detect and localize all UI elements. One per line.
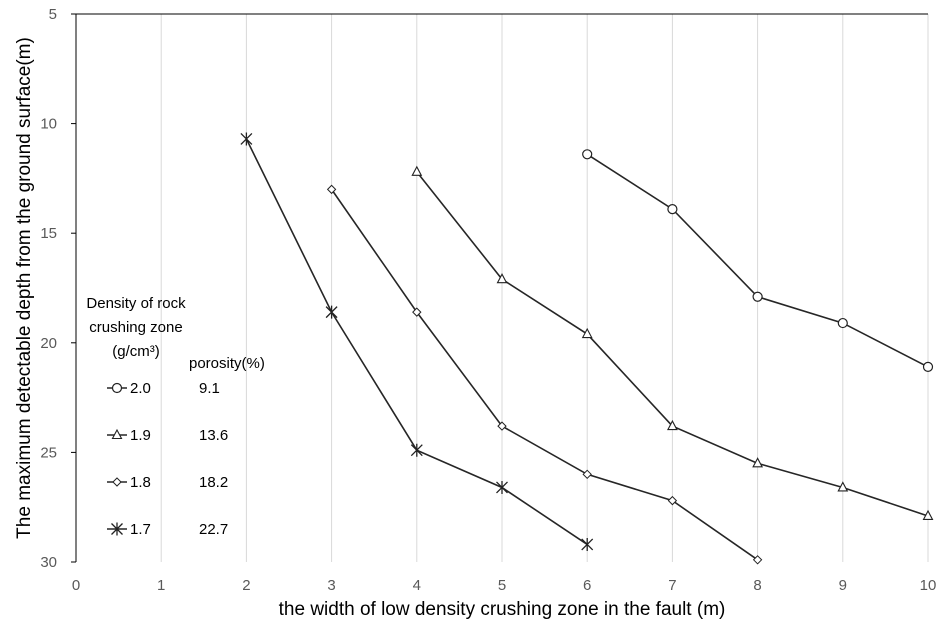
y-tick-label: 15 (40, 225, 57, 242)
point-marker (497, 421, 507, 431)
series-line-1.8 (330, 188, 759, 561)
point-marker (582, 149, 593, 160)
x-tick-label: 2 (242, 577, 250, 594)
point-marker (496, 273, 508, 284)
series-2.0 (582, 149, 934, 373)
point-marker (922, 361, 934, 373)
point-marker (582, 469, 592, 480)
point-marker (837, 481, 849, 492)
point-marker (240, 132, 253, 146)
x-tick-label: 6 (583, 577, 591, 594)
x-tick-label: 3 (327, 577, 335, 594)
point-marker (111, 382, 123, 394)
legend-label: 2.0 (130, 380, 151, 397)
legend-title-line-1: Density of rock (86, 295, 186, 312)
legend-label: 1.9 (130, 427, 151, 444)
point-marker (410, 443, 423, 457)
x-tick-label: 4 (413, 577, 421, 594)
series-1.9 (411, 165, 934, 521)
y-tick-label: 20 (40, 335, 57, 352)
legend: Density of rock crushing zone (g/cm³) po… (86, 295, 264, 538)
point-marker (581, 537, 594, 551)
point-marker (752, 457, 764, 468)
vertical-gridlines (160, 14, 929, 562)
legend-item-1.9: 1.9 13.6 (107, 427, 228, 444)
point-marker (667, 495, 678, 506)
point-marker (837, 317, 848, 329)
legend-porosity: 9.1 (199, 380, 220, 397)
point-marker (326, 184, 337, 195)
point-marker (666, 419, 678, 431)
y-tick-label: 25 (40, 444, 57, 461)
point-marker (111, 428, 123, 440)
x-tick-label: 7 (668, 577, 676, 594)
point-marker (922, 509, 934, 521)
x-axis-title: the width of low density crushing zone i… (279, 599, 726, 620)
legend-label: 1.7 (130, 521, 151, 538)
y-tick-labels: 5 10 15 20 25 30 (40, 6, 57, 571)
x-tick-labels: 0 1 2 3 4 5 6 7 8 9 10 (72, 577, 937, 594)
legend-item-1.8: 1.8 18.2 (107, 474, 228, 491)
y-axis-title: The maximum detectable depth from the gr… (14, 37, 35, 539)
point-marker (111, 522, 123, 536)
legend-item-1.7: 1.7 22.7 (107, 521, 228, 538)
legend-porosity: 18.2 (199, 474, 228, 491)
axes (71, 13, 928, 563)
series-1.7 (240, 132, 594, 551)
y-tick-label: 5 (49, 6, 57, 23)
point-marker (412, 307, 422, 317)
point-marker (496, 480, 508, 494)
legend-porosity: 22.7 (199, 521, 228, 538)
y-tick-label: 10 (40, 116, 57, 133)
series-1.8 (326, 184, 763, 565)
point-marker (581, 327, 593, 339)
x-tick-label: 10 (920, 577, 937, 594)
legend-item-2.0: 2.0 9.1 (107, 380, 220, 397)
point-marker (411, 165, 423, 176)
legend-title-line-3: (g/cm³) (112, 343, 160, 360)
point-marker (752, 291, 763, 302)
y-tick-label: 30 (40, 554, 57, 571)
legend-title-line-2: crushing zone (89, 319, 182, 336)
x-tick-label: 9 (839, 577, 847, 594)
legend-porosity: 13.6 (199, 427, 228, 444)
x-tick-label: 0 (72, 577, 80, 594)
x-tick-label: 1 (157, 577, 165, 594)
point-marker (325, 305, 338, 319)
x-tick-label: 5 (498, 577, 506, 594)
legend-porosity-header: porosity(%) (189, 355, 265, 372)
x-tick-label: 8 (753, 577, 761, 594)
series-group (240, 132, 934, 565)
point-marker (752, 555, 763, 565)
point-marker (667, 203, 678, 215)
point-marker (112, 477, 122, 487)
legend-label: 1.8 (130, 474, 151, 491)
